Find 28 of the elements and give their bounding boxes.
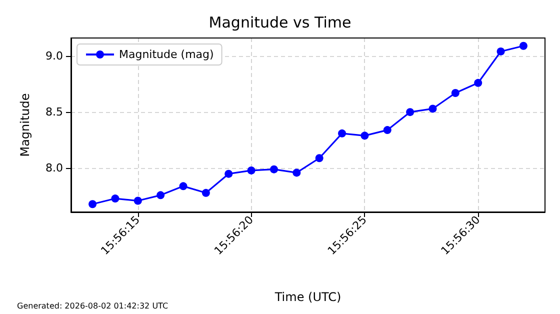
point (111, 194, 120, 203)
point (179, 182, 188, 190)
y-tick-label: 9.0 (46, 49, 63, 62)
point (383, 126, 392, 134)
point (428, 104, 437, 113)
legend-label: Magnitude (mag) (119, 48, 214, 61)
y-axis-title: Magnitude (18, 93, 32, 157)
text: Generated: 2026-08-02 01:42:32 UTC (17, 302, 168, 310)
point (451, 89, 460, 98)
point (474, 78, 482, 87)
point (134, 196, 142, 205)
point (360, 132, 369, 140)
point (406, 108, 414, 116)
y-tick-label: 8.5 (46, 106, 63, 119)
point (496, 47, 505, 56)
point (202, 188, 210, 197)
point (519, 42, 528, 50)
point (247, 166, 256, 174)
point (270, 165, 278, 174)
point (156, 191, 165, 200)
point (224, 170, 233, 178)
point (88, 200, 97, 208)
y-tick-label: 8.0 (46, 162, 63, 175)
point (292, 168, 301, 177)
chart-title: Magnitude vs Time (208, 14, 352, 32)
x-axis-title: Time (UTC) (274, 290, 342, 304)
point (338, 129, 346, 138)
point (315, 154, 324, 162)
